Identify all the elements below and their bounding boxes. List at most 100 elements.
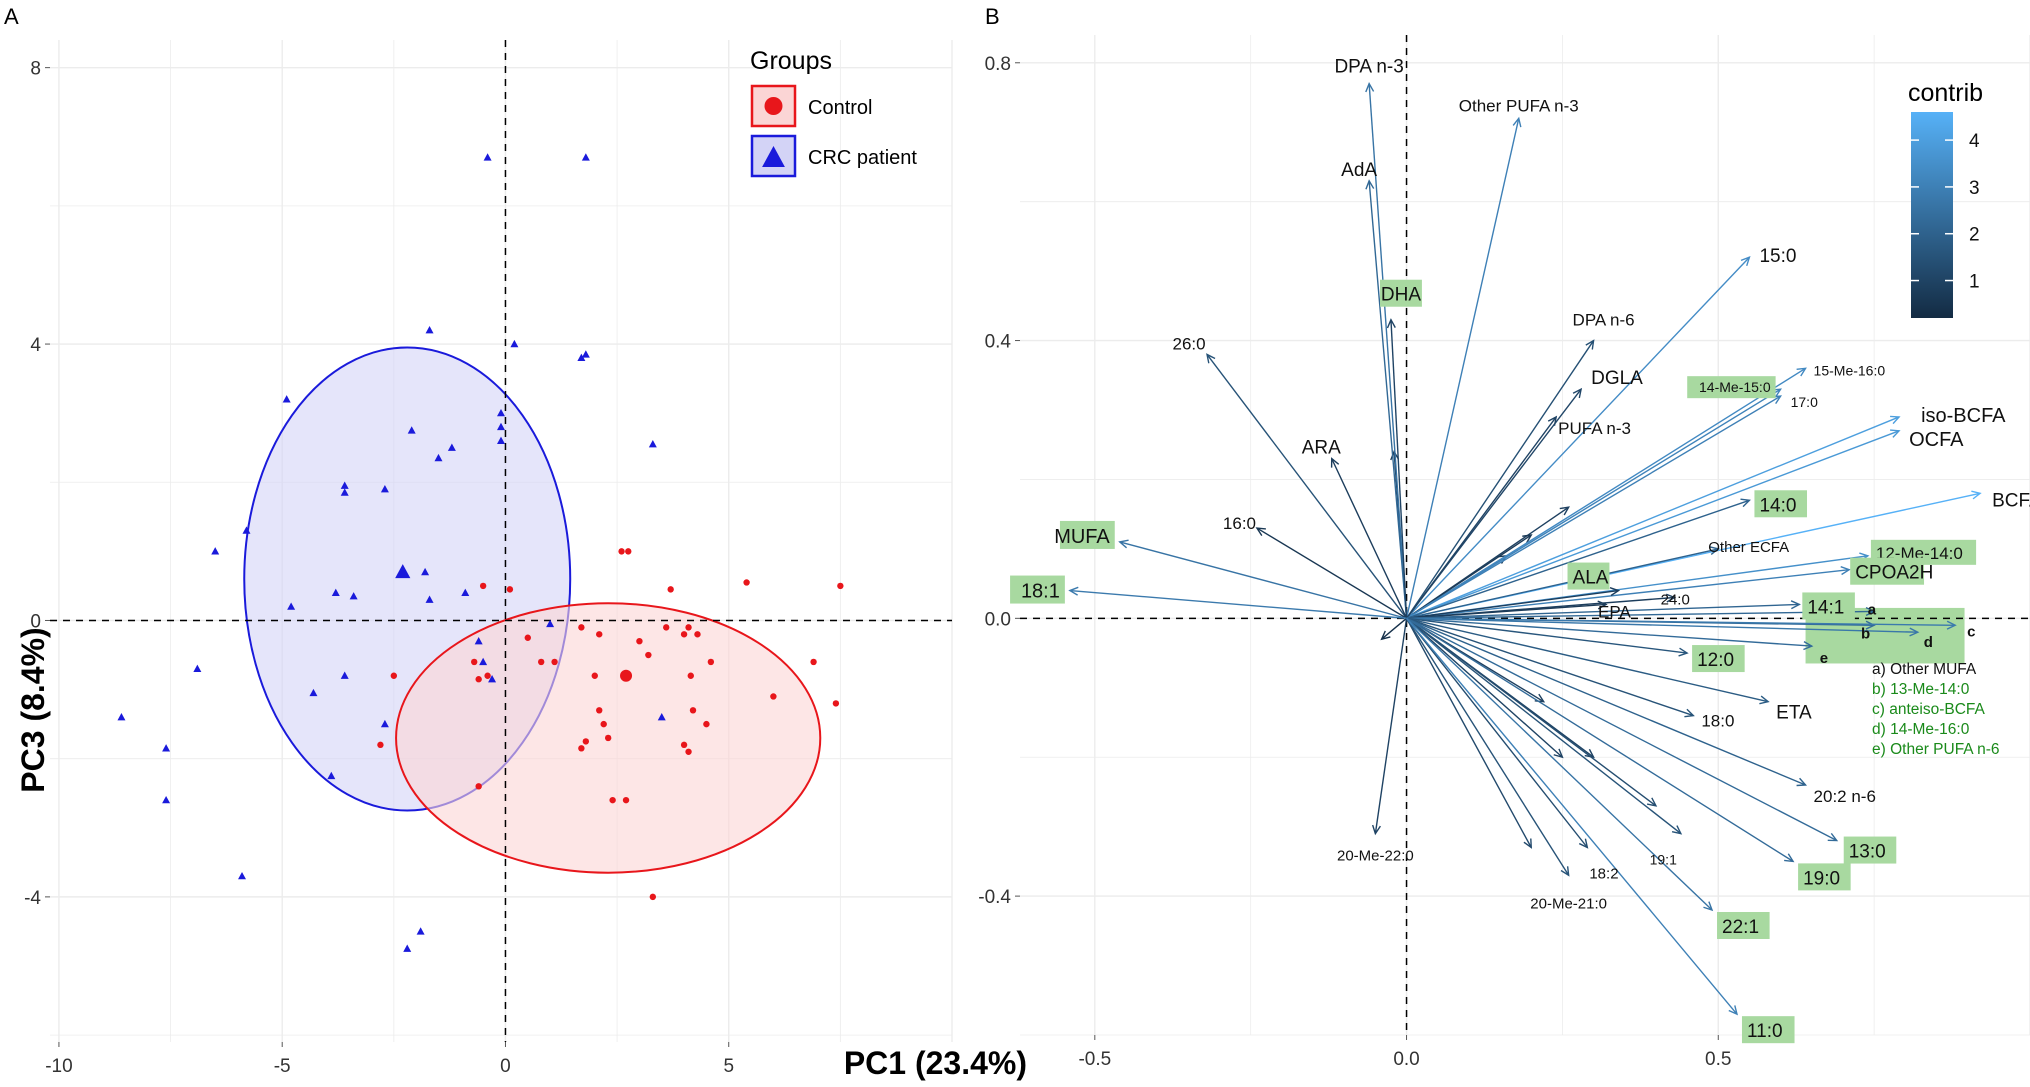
- point-control: [604, 734, 612, 742]
- arrow-shaft: [1406, 589, 1619, 620]
- arrow-shaft: [1390, 319, 1408, 619]
- variable-label-26-0: 26:0: [1172, 334, 1205, 353]
- arrow-head: [1584, 748, 1595, 759]
- panel-b-variable-labels: DPA n-3 Other PUFA n-3 AdA 15:0 DHA DPA n-6 26…: [1010, 57, 2030, 1044]
- loading-arrow-a: [1406, 606, 1876, 620]
- loading-arrow: [1380, 617, 1407, 641]
- point-crc-patient: [421, 567, 430, 576]
- variable-label-dha: DHA: [1381, 285, 1421, 306]
- label-highlight-12-0: [1692, 645, 1745, 673]
- arrow-head: [1523, 838, 1533, 849]
- loading-arrow-12-me-14-0: [1406, 552, 1870, 620]
- arrow-head: [1597, 600, 1608, 610]
- point-crc-patient: [117, 713, 126, 721]
- arrow-shaft: [1406, 617, 1794, 862]
- point-crc-patient: [162, 744, 171, 752]
- arrow-head: [1909, 627, 1920, 637]
- loading-arrow-12-0: [1406, 617, 1689, 657]
- loading-arrow-15-me-16-0: [1406, 367, 1807, 619]
- label-highlight-19-0: [1798, 863, 1851, 891]
- colorbar-tick-label: 1: [1969, 272, 1980, 293]
- loading-arrow-19-0: [1406, 617, 1795, 863]
- loading-arrow: [1406, 617, 1564, 759]
- label-highlight-18-1: [1010, 575, 1065, 604]
- arrow-head: [1390, 450, 1400, 461]
- arrow-shaft: [1406, 603, 1800, 620]
- arrow-head: [1796, 367, 1807, 377]
- arrow-shaft: [1405, 617, 1570, 876]
- arrow-head: [1784, 853, 1795, 863]
- arrow-head: [1365, 179, 1375, 190]
- variable-label-14-1: 14:1: [1807, 597, 1844, 618]
- loading-arrow-18-2: [1405, 617, 1589, 849]
- arrow-shaft: [1406, 617, 1956, 626]
- label-highlight-14-1: [1802, 592, 1855, 620]
- variable-label-epa: EPA: [1598, 602, 1631, 621]
- point-control: [578, 624, 585, 631]
- variable-label-ala: ALA: [1573, 568, 1609, 589]
- legend-label-control: Control: [808, 97, 872, 119]
- point-control: [475, 676, 482, 683]
- arrow-shaft: [1069, 589, 1407, 620]
- variable-label-20-me-21-0: 20-Me-21:0: [1530, 895, 1607, 912]
- point-crc-patient: [648, 440, 657, 448]
- contrib-legend-title: contrib: [1908, 79, 1983, 107]
- point-control: [687, 672, 694, 679]
- point-control: [506, 586, 514, 593]
- variable-label-cpoa2h: CPOA2H: [1855, 563, 1933, 584]
- arrow-head: [1971, 490, 1982, 500]
- arrow-head: [1609, 587, 1621, 597]
- point-crc-patient: [497, 436, 505, 444]
- point-control: [484, 672, 491, 679]
- arrow-head: [1827, 832, 1839, 842]
- loading-arrow-dpa-n-6: [1405, 339, 1595, 619]
- arrow-head: [1371, 824, 1381, 836]
- point-control: [667, 586, 674, 593]
- variable-label-dpa-n-3: DPA n-3: [1334, 57, 1403, 78]
- contrib-colorbar: [1911, 112, 1953, 318]
- arrow-shaft: [1406, 617, 1682, 835]
- variable-label-16-0: 16:0: [1223, 514, 1256, 533]
- panel-b-footnotes: a) Other MUFA b) 13-Me-14:0 c) anteiso-BCF…: [1872, 661, 2000, 758]
- loading-arrow-22-1: [1406, 617, 1714, 912]
- point-control: [609, 796, 616, 804]
- variable-label-24-0: 24:0: [1661, 592, 1690, 609]
- point-crc-patient: [287, 602, 296, 610]
- loading-arrow: [1405, 617, 1533, 849]
- arrow-head: [1646, 797, 1658, 807]
- loading-arrow-other-ecfa: [1406, 546, 1720, 620]
- series-crc-patient: [117, 153, 666, 952]
- variable-label-e: e: [1820, 650, 1828, 667]
- loading-arrow-13-0: [1406, 617, 1839, 842]
- point-control: [703, 720, 710, 728]
- arrow-shaft: [1406, 617, 1838, 842]
- variable-label-mufa: MUFA: [1054, 526, 1110, 548]
- arrow-head: [1559, 506, 1570, 516]
- point-control: [551, 658, 558, 666]
- panel-a-legend: Groups Control CRC patient: [750, 47, 917, 178]
- loading-arrow-c: [1406, 617, 1957, 630]
- point-control: [390, 672, 398, 679]
- point-crc-patient: [403, 944, 412, 952]
- point-crc-patient: [497, 422, 505, 431]
- label-highlight-14-0: [1754, 490, 1808, 518]
- loading-arrow-eta: [1406, 617, 1770, 705]
- point-crc-patient: [425, 595, 434, 603]
- label-highlight-14-me-15-0: [1687, 376, 1776, 399]
- variable-label-pufa-n-3: PUFA n-3: [1558, 419, 1631, 438]
- arrow-shaft: [1406, 617, 1738, 1015]
- point-control: [680, 631, 688, 638]
- loading-arrow-e: [1406, 617, 1814, 651]
- panel-a-ylabel: PC3 (8.4%): [15, 627, 51, 792]
- arrow-head: [1522, 534, 1533, 544]
- arrow-head: [1684, 708, 1695, 718]
- arrow-head: [1740, 256, 1751, 267]
- point-control: [625, 548, 632, 555]
- point-crc-patient: [193, 664, 202, 672]
- arrow-shaft: [1406, 617, 1694, 717]
- loading-arrow-pufa-n-3: [1405, 415, 1558, 619]
- point-crc-patient: [497, 408, 505, 417]
- variable-label-eta: ETA: [1776, 703, 1812, 724]
- point-control: [680, 741, 688, 749]
- arrow-head: [1665, 593, 1677, 603]
